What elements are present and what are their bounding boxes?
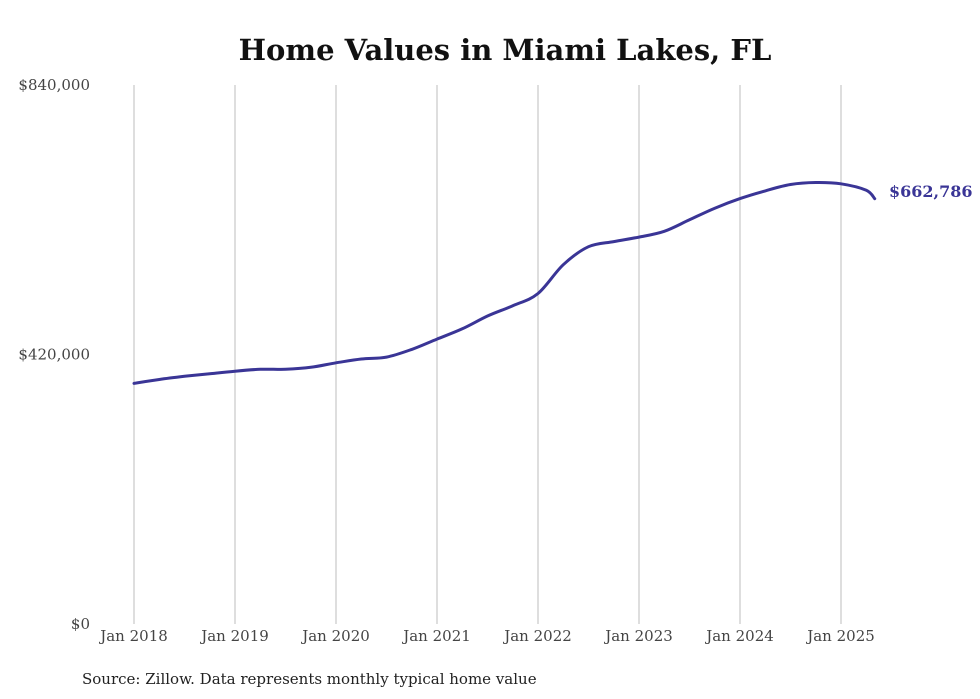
y-tick-label: $0 — [71, 615, 90, 633]
y-tick-label: $420,000 — [18, 346, 90, 364]
home-value-series-line — [132, 180, 877, 385]
chart-title: Home Values in Miami Lakes, FL — [239, 33, 772, 67]
x-tick-label: Jan 2021 — [401, 627, 471, 645]
x-tick-label: Jan 2023 — [603, 627, 673, 645]
x-tick-label: Jan 2019 — [199, 627, 269, 645]
y-tick-label: $840,000 — [18, 76, 90, 94]
source-note: Source: Zillow. Data represents monthly … — [82, 670, 537, 688]
y-axis-tick-labels: $0 $420,000 $840,000 — [18, 76, 90, 633]
x-tick-label: Jan 2020 — [300, 627, 370, 645]
x-axis-tick-labels: Jan 2018 Jan 2019 Jan 2020 Jan 2021 Jan 2022… — [98, 627, 875, 645]
x-tick-label: Jan 2018 — [98, 627, 168, 645]
x-tick-label: Jan 2022 — [502, 627, 572, 645]
x-tick-label: Jan 2024 — [704, 627, 774, 645]
vertical-gridlines — [133, 85, 842, 624]
x-tick-label: Jan 2025 — [805, 627, 875, 645]
latest-value-label: $662,786 — [889, 182, 973, 201]
